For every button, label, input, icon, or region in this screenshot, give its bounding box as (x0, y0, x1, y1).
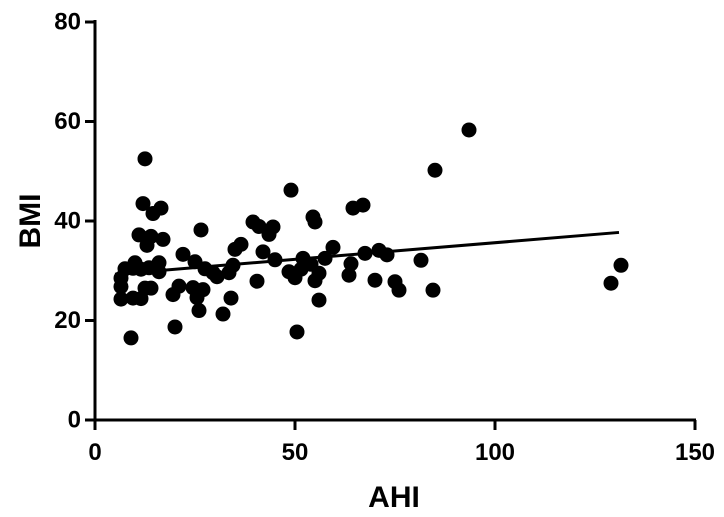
y-tick-label: 40 (54, 208, 81, 235)
data-point (413, 252, 429, 268)
data-point (287, 270, 303, 286)
data-points (113, 122, 629, 346)
x-axis: 0 50 100 150 AHI (88, 418, 715, 514)
data-point (123, 330, 139, 346)
data-point (137, 151, 153, 167)
data-point (167, 319, 183, 335)
data-point (223, 290, 239, 306)
y-tick-label: 80 (54, 9, 81, 36)
data-point (261, 226, 277, 242)
data-point (155, 231, 171, 247)
data-point (221, 265, 237, 281)
data-point (135, 196, 151, 212)
data-point (193, 222, 209, 238)
data-point (255, 244, 271, 260)
data-point (175, 246, 191, 262)
data-point (113, 279, 129, 295)
data-point (145, 206, 161, 222)
x-tick-label: 100 (475, 439, 515, 466)
data-point (165, 287, 181, 303)
data-point (189, 290, 205, 306)
data-point (283, 182, 299, 198)
y-tick-label: 20 (54, 307, 81, 334)
data-point (307, 273, 323, 289)
data-point (427, 162, 443, 178)
data-point (131, 227, 147, 243)
data-point (215, 306, 231, 322)
data-point (133, 291, 149, 307)
data-point (139, 237, 155, 253)
data-point (143, 280, 159, 296)
x-tick-label: 50 (282, 439, 309, 466)
y-ticks: 0 20 40 60 80 (54, 9, 95, 434)
x-axis-title: AHI (368, 481, 420, 514)
data-point (191, 303, 207, 319)
data-point (307, 214, 323, 230)
regression-line (114, 230, 620, 276)
data-point (461, 122, 477, 138)
data-point (249, 273, 265, 289)
y-tick-label: 0 (68, 407, 81, 434)
data-point (113, 291, 129, 307)
y-tick-label: 60 (54, 108, 81, 135)
data-point (341, 267, 357, 283)
data-point (425, 282, 441, 298)
data-point (345, 200, 361, 216)
data-point (391, 282, 407, 298)
data-point (289, 324, 305, 340)
data-point (613, 257, 629, 273)
data-point (379, 247, 395, 263)
x-tick-label: 0 (88, 439, 101, 466)
data-point (251, 218, 267, 234)
data-point (311, 292, 327, 308)
x-tick-label: 150 (675, 439, 715, 466)
data-point (603, 275, 619, 291)
y-axis-title: BMI (14, 194, 47, 249)
data-point (227, 241, 243, 257)
x-ticks: 0 50 100 150 (88, 420, 715, 466)
data-point (209, 269, 225, 285)
y-axis: 0 20 40 60 80 BMI (14, 9, 97, 434)
data-point (325, 239, 341, 255)
data-point (343, 256, 359, 272)
data-point (367, 272, 383, 288)
